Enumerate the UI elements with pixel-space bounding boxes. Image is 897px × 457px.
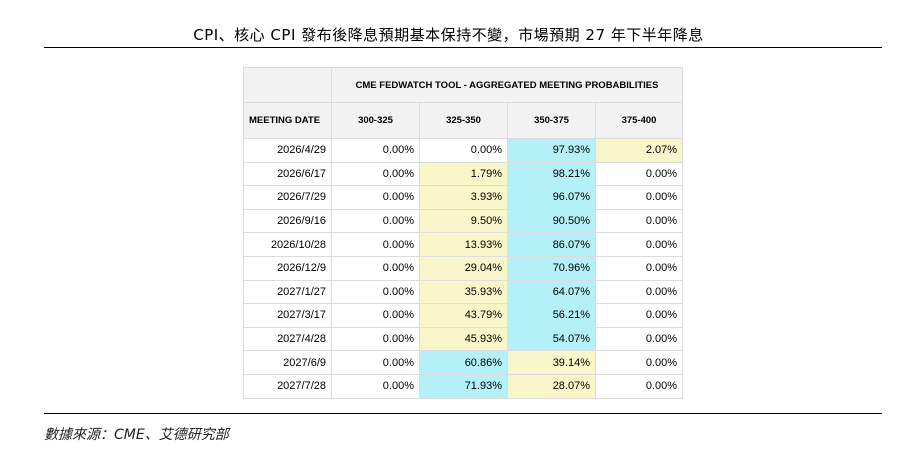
title-divider <box>44 47 882 48</box>
probability-cell: 3.93% <box>419 185 508 210</box>
probability-cell: 0.00% <box>331 279 420 305</box>
probability-cell: 64.07% <box>507 279 596 305</box>
table-body: 2026/4/29 0.00% 0.00% 97.93% 2.07% 2026/6/17 0… <box>243 138 684 399</box>
meeting-date-cell: 2027/3/17 <box>243 303 332 328</box>
probability-cell: 39.14% <box>507 350 596 375</box>
meeting-date-cell: 2027/7/28 <box>243 373 332 399</box>
probability-cell: 43.79% <box>419 303 508 328</box>
probability-cell: 0.00% <box>331 255 420 281</box>
probability-cell: 0.00% <box>331 138 420 163</box>
probability-cell: 97.93% <box>507 138 596 163</box>
table-row: 2026/7/29 0.00% 3.93% 96.07% 0.00% <box>243 185 684 210</box>
table-corner-cell <box>243 67 332 103</box>
table-row: 2026/4/29 0.00% 0.00% 97.93% 2.07% <box>243 138 684 163</box>
meeting-date-cell: 2027/4/28 <box>243 326 332 352</box>
table-row: 2027/1/27 0.00% 35.93% 64.07% 0.00% <box>243 279 684 305</box>
probability-cell: 2.07% <box>594 138 684 163</box>
meeting-date-cell: 2026/7/29 <box>243 185 332 210</box>
probability-cell: 35.93% <box>419 279 508 305</box>
probability-cell: 0.00% <box>594 208 684 234</box>
rate-range-header: 375-400 <box>594 102 684 139</box>
meeting-date-cell: 2026/12/9 <box>243 255 332 281</box>
meeting-date-cell: 2027/6/9 <box>243 350 332 375</box>
table-row: 2027/4/28 0.00% 45.93% 54.07% 0.00% <box>243 326 684 352</box>
rate-range-header: 300-325 <box>331 102 420 139</box>
rate-range-header: 325-350 <box>419 102 508 139</box>
probability-cell: 70.96% <box>507 255 596 281</box>
probability-cell: 0.00% <box>331 161 420 187</box>
probability-cell: 0.00% <box>594 279 684 305</box>
probability-cell: 0.00% <box>331 208 420 234</box>
probability-cell: 13.93% <box>419 232 508 257</box>
group-header: CME FEDWATCH TOOL - AGGREGATED MEETING P… <box>330 67 684 103</box>
probability-cell: 0.00% <box>594 255 684 281</box>
probability-cell: 0.00% <box>331 373 420 399</box>
probability-cell: 0.00% <box>331 350 420 375</box>
meeting-date-cell: 2026/10/28 <box>243 232 332 257</box>
probability-cell: 0.00% <box>594 350 684 375</box>
probability-cell: 0.00% <box>594 326 684 352</box>
rate-range-header: 350-375 <box>507 102 596 139</box>
page-title: CPI、核心 CPI 發布後降息預期基本保持不變，市場預期 27 年下半年降息 <box>193 26 704 44</box>
table-row: 2026/10/28 0.00% 13.93% 86.07% 0.00% <box>243 232 684 257</box>
probability-cell: 71.93% <box>419 373 508 399</box>
fedwatch-probability-table: CME FEDWATCH TOOL - AGGREGATED MEETING P… <box>243 67 684 399</box>
meeting-date-cell: 2027/1/27 <box>243 279 332 305</box>
table-row: 2026/12/9 0.00% 29.04% 70.96% 0.00% <box>243 255 684 281</box>
probability-cell: 54.07% <box>507 326 596 352</box>
table-row: 2027/7/28 0.00% 71.93% 28.07% 0.00% <box>243 373 684 399</box>
probability-cell: 1.79% <box>419 161 508 187</box>
probability-cell: 29.04% <box>419 255 508 281</box>
probability-cell: 0.00% <box>331 303 420 328</box>
table-row: 2026/9/16 0.00% 9.50% 90.50% 0.00% <box>243 208 684 234</box>
probability-cell: 9.50% <box>419 208 508 234</box>
probability-cell: 0.00% <box>594 303 684 328</box>
source-note: 數據來源：CME、艾德研究部 <box>44 427 229 443</box>
meeting-date-cell: 2026/6/17 <box>243 161 332 187</box>
probability-cell: 86.07% <box>507 232 596 257</box>
probability-cell: 45.93% <box>419 326 508 352</box>
probability-cell: 0.00% <box>331 185 420 210</box>
meeting-date-cell: 2026/9/16 <box>243 208 332 234</box>
meeting-date-header: MEETING DATE <box>243 102 332 139</box>
probability-cell: 0.00% <box>594 232 684 257</box>
source-divider <box>44 413 882 414</box>
probability-cell: 0.00% <box>594 373 684 399</box>
table-row: 2027/6/9 0.00% 60.86% 39.14% 0.00% <box>243 350 684 375</box>
probability-cell: 60.86% <box>419 350 508 375</box>
probability-cell: 96.07% <box>507 185 596 210</box>
probability-cell: 28.07% <box>507 373 596 399</box>
table-row: 2027/3/17 0.00% 43.79% 56.21% 0.00% <box>243 303 684 328</box>
probability-cell: 0.00% <box>331 326 420 352</box>
table-row: 2026/6/17 0.00% 1.79% 98.21% 0.00% <box>243 161 684 187</box>
probability-cell: 98.21% <box>507 161 596 187</box>
meeting-date-cell: 2026/4/29 <box>243 138 332 163</box>
probability-cell: 0.00% <box>419 138 508 163</box>
probability-cell: 90.50% <box>507 208 596 234</box>
probability-cell: 0.00% <box>594 185 684 210</box>
probability-cell: 0.00% <box>331 232 420 257</box>
probability-cell: 0.00% <box>594 161 684 187</box>
probability-cell: 56.21% <box>507 303 596 328</box>
fedwatch-table-container: CME FEDWATCH TOOL - AGGREGATED MEETING P… <box>243 67 684 399</box>
